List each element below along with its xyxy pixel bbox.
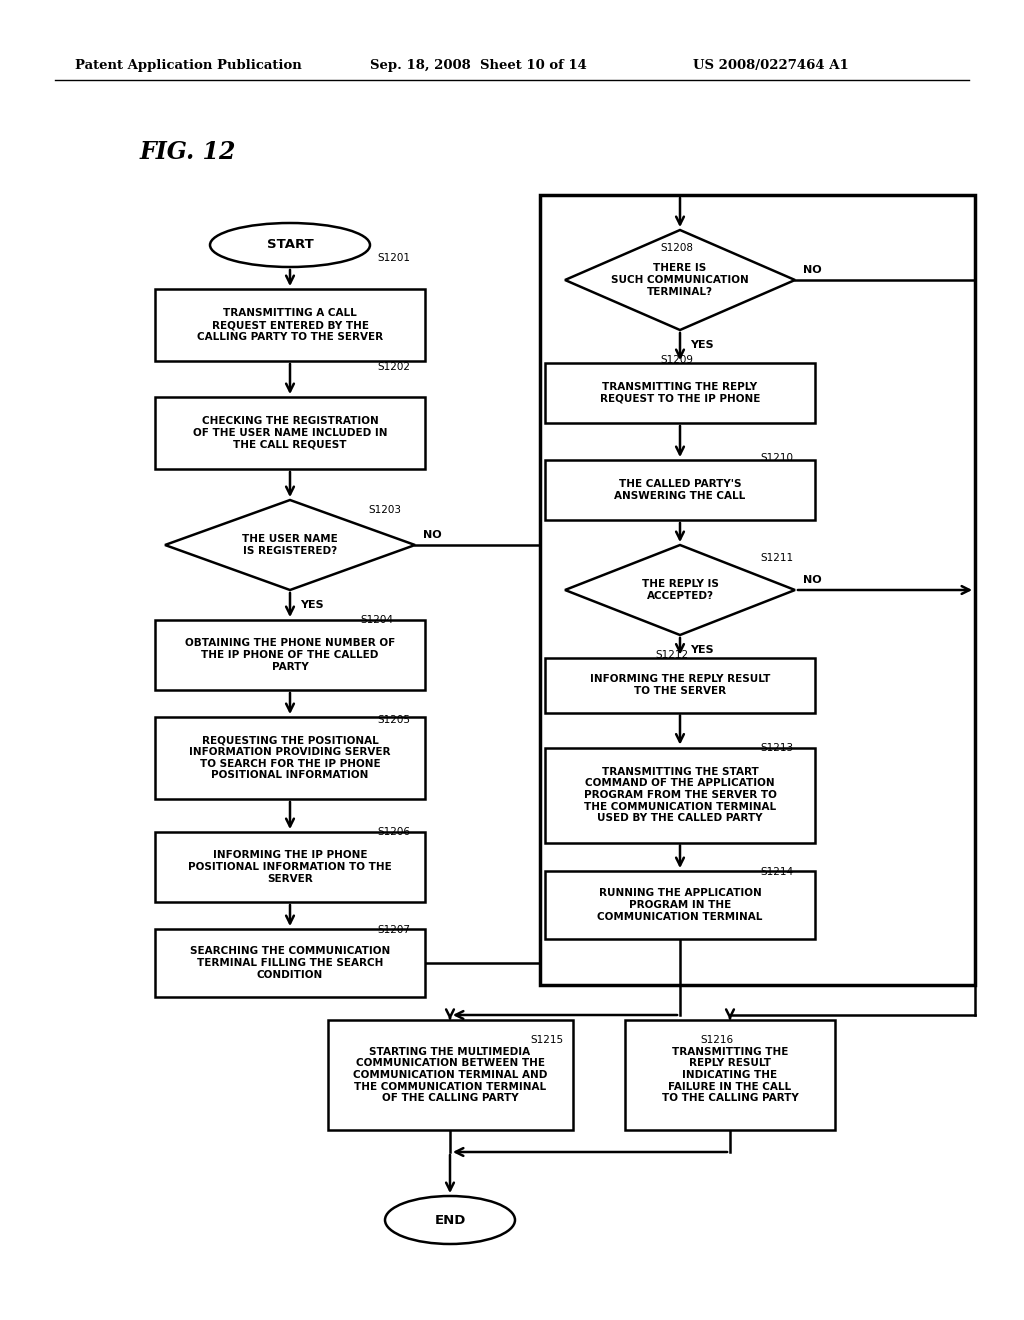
Text: OBTAINING THE PHONE NUMBER OF
THE IP PHONE OF THE CALLED
PARTY: OBTAINING THE PHONE NUMBER OF THE IP PHO… — [185, 639, 395, 672]
Text: US 2008/0227464 A1: US 2008/0227464 A1 — [693, 58, 849, 71]
Text: TRANSMITTING A CALL
REQUEST ENTERED BY THE
CALLING PARTY TO THE SERVER: TRANSMITTING A CALL REQUEST ENTERED BY T… — [197, 309, 383, 342]
Text: Patent Application Publication: Patent Application Publication — [75, 58, 302, 71]
FancyBboxPatch shape — [155, 289, 425, 360]
FancyBboxPatch shape — [545, 871, 815, 939]
Text: S1208: S1208 — [660, 243, 693, 253]
Text: INFORMING THE REPLY RESULT
TO THE SERVER: INFORMING THE REPLY RESULT TO THE SERVER — [590, 675, 770, 696]
Text: S1205: S1205 — [377, 715, 410, 725]
Ellipse shape — [385, 1196, 515, 1243]
Text: CHECKING THE REGISTRATION
OF THE USER NAME INCLUDED IN
THE CALL REQUEST: CHECKING THE REGISTRATION OF THE USER NA… — [193, 416, 387, 450]
Text: S1201: S1201 — [377, 253, 410, 263]
Text: S1210: S1210 — [760, 453, 793, 463]
Text: S1202: S1202 — [377, 362, 410, 372]
Polygon shape — [565, 545, 795, 635]
FancyBboxPatch shape — [545, 657, 815, 713]
Text: S1207: S1207 — [377, 925, 410, 935]
FancyBboxPatch shape — [155, 620, 425, 690]
FancyBboxPatch shape — [155, 397, 425, 469]
Text: S1211: S1211 — [760, 553, 794, 564]
Text: S1203: S1203 — [368, 506, 401, 515]
Text: Sep. 18, 2008  Sheet 10 of 14: Sep. 18, 2008 Sheet 10 of 14 — [370, 58, 587, 71]
Text: TRANSMITTING THE REPLY
REQUEST TO THE IP PHONE: TRANSMITTING THE REPLY REQUEST TO THE IP… — [600, 383, 760, 404]
Text: NO: NO — [803, 576, 821, 585]
Text: YES: YES — [300, 601, 324, 610]
Text: S1213: S1213 — [760, 743, 794, 752]
Text: THE REPLY IS
ACCEPTED?: THE REPLY IS ACCEPTED? — [642, 579, 719, 601]
Text: THERE IS
SUCH COMMUNICATION
TERMINAL?: THERE IS SUCH COMMUNICATION TERMINAL? — [611, 264, 749, 297]
Text: S1216: S1216 — [700, 1035, 733, 1045]
FancyBboxPatch shape — [545, 459, 815, 520]
Text: FIG. 12: FIG. 12 — [140, 140, 237, 164]
FancyBboxPatch shape — [545, 363, 815, 422]
FancyBboxPatch shape — [625, 1020, 835, 1130]
Ellipse shape — [210, 223, 370, 267]
Text: NO: NO — [803, 265, 821, 275]
Text: S1215: S1215 — [530, 1035, 563, 1045]
FancyBboxPatch shape — [155, 929, 425, 997]
FancyBboxPatch shape — [540, 195, 975, 985]
Text: S1214: S1214 — [760, 867, 794, 876]
FancyBboxPatch shape — [155, 832, 425, 902]
Text: NO: NO — [423, 531, 441, 540]
Text: THE USER NAME
IS REGISTERED?: THE USER NAME IS REGISTERED? — [242, 535, 338, 556]
Text: RUNNING THE APPLICATION
PROGRAM IN THE
COMMUNICATION TERMINAL: RUNNING THE APPLICATION PROGRAM IN THE C… — [597, 888, 763, 921]
Text: YES: YES — [690, 645, 714, 655]
FancyBboxPatch shape — [155, 717, 425, 799]
Text: STARTING THE MULTIMEDIA
COMMUNICATION BETWEEN THE
COMMUNICATION TERMINAL AND
THE: STARTING THE MULTIMEDIA COMMUNICATION BE… — [353, 1047, 547, 1104]
Text: START: START — [266, 239, 313, 252]
Text: YES: YES — [690, 341, 714, 350]
Text: S1206: S1206 — [377, 828, 410, 837]
Text: SEARCHING THE COMMUNICATION
TERMINAL FILLING THE SEARCH
CONDITION: SEARCHING THE COMMUNICATION TERMINAL FIL… — [189, 946, 390, 979]
Text: REQUESTING THE POSITIONAL
INFORMATION PROVIDING SERVER
TO SEARCH FOR THE IP PHON: REQUESTING THE POSITIONAL INFORMATION PR… — [189, 735, 391, 780]
Polygon shape — [565, 230, 795, 330]
FancyBboxPatch shape — [545, 747, 815, 842]
FancyBboxPatch shape — [328, 1020, 572, 1130]
Text: TRANSMITTING THE
REPLY RESULT
INDICATING THE
FAILURE IN THE CALL
TO THE CALLING : TRANSMITTING THE REPLY RESULT INDICATING… — [662, 1047, 799, 1104]
Text: END: END — [434, 1213, 466, 1226]
Polygon shape — [165, 500, 415, 590]
Text: INFORMING THE IP PHONE
POSITIONAL INFORMATION TO THE
SERVER: INFORMING THE IP PHONE POSITIONAL INFORM… — [188, 850, 392, 883]
Text: TRANSMITTING THE START
COMMAND OF THE APPLICATION
PROGRAM FROM THE SERVER TO
THE: TRANSMITTING THE START COMMAND OF THE AP… — [584, 767, 776, 824]
Text: THE CALLED PARTY'S
ANSWERING THE CALL: THE CALLED PARTY'S ANSWERING THE CALL — [614, 479, 745, 500]
Text: S1204: S1204 — [360, 615, 393, 624]
Text: S1209: S1209 — [660, 355, 693, 366]
Text: S1212: S1212 — [655, 649, 688, 660]
